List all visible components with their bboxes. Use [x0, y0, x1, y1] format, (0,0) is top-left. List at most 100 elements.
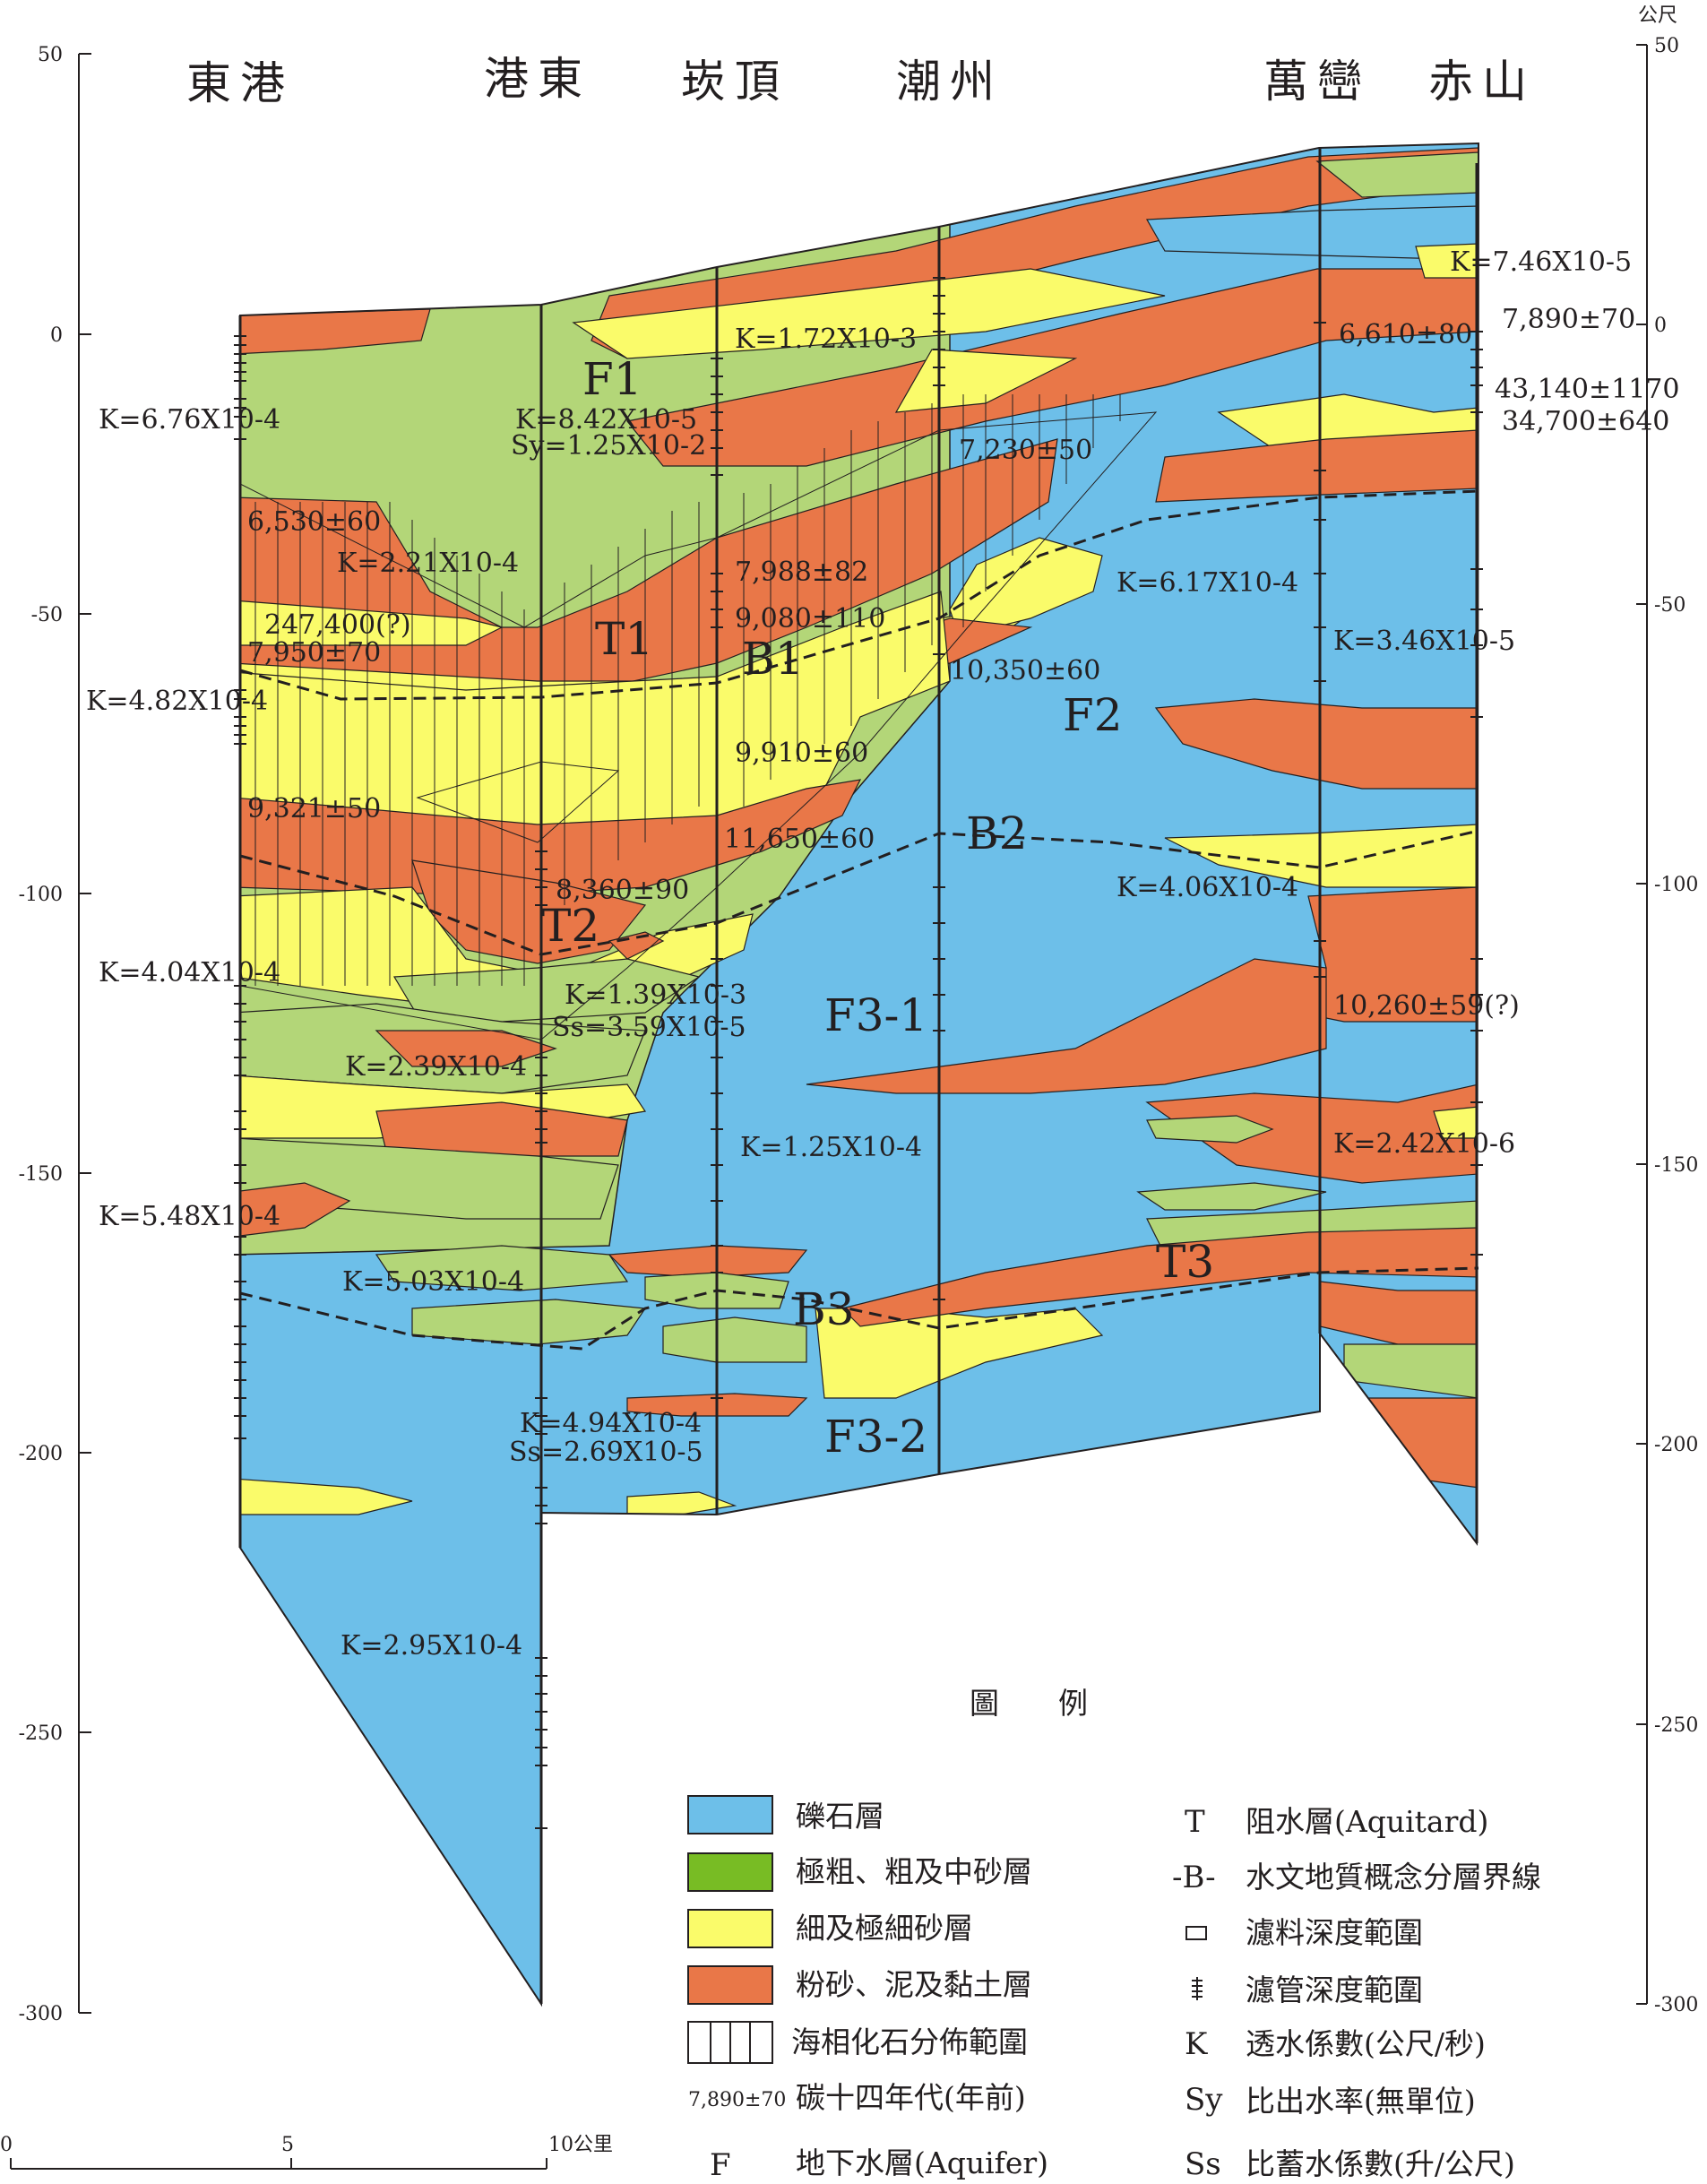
layer-labels: F1 F2 F3-1 F3-2 T1 T2 T3 B1 B2 B3 [541, 353, 1214, 1463]
fine-sand-lens [1433, 1106, 1479, 1139]
legend-c14-sample: 7,890±70 [688, 2089, 786, 2111]
k-value: K=3.46X10-5 [1333, 626, 1515, 657]
k-value: K=2.39X10-4 [345, 1051, 527, 1083]
well-names: 東港 港東 崁頂 潮州 萬巒 赤山 [186, 53, 1527, 109]
sand-lens [1136, 1182, 1327, 1211]
left-tick-label: -50 [31, 604, 63, 626]
c14-date: 247,400(?) [264, 609, 411, 641]
left-tick-label: -100 [19, 884, 63, 906]
layer-label-b2: B2 [966, 807, 1028, 859]
layer-label-f3-1: F3-1 [824, 989, 927, 1041]
layer-label-b1: B1 [742, 633, 804, 685]
well-name-donggang: 東港 [186, 57, 294, 109]
sand-band [375, 1245, 629, 1291]
legend-title: 圖 例 [970, 1686, 1088, 1721]
right-tick-label: 50 [1654, 35, 1679, 57]
layer-label-f1: F1 [582, 353, 642, 405]
scale-label: 10公里 [548, 2134, 613, 2156]
well-name-wanluan: 萬巒 [1263, 56, 1371, 108]
right-tick-label: -150 [1654, 1154, 1698, 1177]
clay-lens [375, 1030, 557, 1067]
scale-label: 0 [0, 2134, 13, 2156]
k-value: K=5.03X10-4 [342, 1266, 524, 1298]
c14-date: 7,230±50 [959, 435, 1092, 466]
k-value: K=2.42X10-6 [1333, 1128, 1515, 1160]
legend-symbol: K [1185, 2026, 1208, 2062]
left-tick-label: -300 [19, 2003, 63, 2025]
k-value: K=7.46X10-5 [1450, 246, 1632, 278]
layer-label-t1: T1 [595, 613, 653, 665]
legend-swatch-fine-sand [687, 1909, 773, 1948]
k-value: K=4.06X10-4 [1116, 872, 1298, 903]
left-tick-label: -200 [19, 1443, 63, 1465]
c14-date: 9,321±50 [247, 793, 381, 824]
right-tick-label: -100 [1654, 874, 1698, 896]
layer-label-t2: T2 [541, 900, 599, 952]
fine-sand-lens [949, 537, 1103, 637]
legend-symbol: F [710, 2147, 731, 2183]
sand-lens [1315, 151, 1479, 198]
legend-label: 濾料深度範圍 [1246, 1915, 1423, 1950]
left-axis-labels: 50 0 -50 -100 -150 -200 -250 -300 [19, 44, 63, 2025]
left-tick-label: 0 [50, 324, 63, 347]
legend: 圖 例 礫石層 極粗、粗及中砂層 細及極細砂層 粉砂、泥及黏土層 海相化石分佈範… [687, 1686, 1541, 2183]
layer-label-f2: F2 [1063, 689, 1123, 741]
sand-band [411, 1299, 647, 1345]
right-axis-labels: 公尺 50 0 -50 -100 -150 -200 -250 -300 [1638, 4, 1698, 2016]
c14-date: 6,610±80 [1339, 319, 1472, 350]
legend-label: 極粗、粗及中砂層 [796, 1854, 1032, 1889]
ss-value: Ss=2.69X10-5 [509, 1437, 703, 1468]
right-axis-unit: 公尺 [1638, 4, 1677, 27]
k-value: K=1.25X10-4 [740, 1132, 922, 1163]
legend-label: 比蓄水係數(升/公尺) [1246, 2146, 1515, 2181]
legend-label: 礫石層 [796, 1799, 884, 1834]
gravel-lens [1145, 205, 1479, 261]
k-value: K=4.94X10-4 [520, 1408, 702, 1439]
clay-lens [806, 958, 1327, 1094]
c14-date: 34,700±640 [1502, 406, 1669, 437]
sand-band [662, 1316, 807, 1363]
left-tick-label: -250 [19, 1722, 63, 1745]
legend-swatch-clay [687, 1965, 773, 2005]
sand-lens [1146, 1115, 1274, 1144]
c14-date: 11,650±60 [724, 824, 875, 855]
clay-lens [1154, 698, 1479, 790]
c14-date: 7,890±70 [1502, 304, 1635, 335]
well-name-kanding: 崁頂 [681, 56, 789, 108]
annotations: K=6.76X10-4 K=8.42X10-5 Sy=1.25X10-2 K=1… [86, 246, 1679, 1662]
right-tick-label: 0 [1654, 315, 1667, 337]
c14-date: 6,530±60 [247, 506, 381, 538]
legend-screen-symbol [1192, 1977, 1203, 2000]
legend-symbol: T [1185, 1804, 1205, 1840]
c14-date: 43,140±1170 [1495, 374, 1679, 405]
legend-label: 碳十四年代(年前) [796, 2080, 1026, 2115]
scale-label: 5 [281, 2134, 294, 2156]
c14-date: 7,950±70 [247, 637, 381, 669]
c14-date: 9,080±110 [735, 603, 885, 634]
k-value: K=1.39X10-3 [565, 980, 746, 1011]
k-value: K=4.82X10-4 [86, 686, 268, 717]
fine-sand-band [572, 268, 1166, 359]
legend-label: 阻水層(Aquitard) [1246, 1804, 1488, 1839]
legend-label: 地下水層(Aquifer) [796, 2145, 1048, 2180]
c14-date: 10,260±59(?) [1333, 990, 1520, 1022]
k-value: K=1.72X10-3 [735, 324, 917, 355]
legend-label: 海相化石分佈範圍 [791, 2024, 1028, 2059]
clay-lens [1145, 1083, 1479, 1184]
k-value: K=2.95X10-4 [341, 1630, 522, 1662]
screen-ticks [234, 277, 1483, 1829]
legend-label: 細及極細砂層 [796, 1911, 973, 1946]
k-value: K=6.17X10-4 [1116, 567, 1298, 599]
right-depth-axis [1636, 44, 1648, 2005]
legend-swatch-fossil [687, 2021, 773, 2064]
left-tick-label: 50 [38, 44, 63, 66]
k-value: K=5.48X10-4 [99, 1201, 280, 1232]
legend-symbol: Ss [1185, 2146, 1221, 2182]
right-tick-label: -300 [1654, 1994, 1698, 2016]
clay-lens [240, 1182, 351, 1238]
k-value: K=6.76X10-4 [99, 404, 280, 436]
left-tick-label: -150 [19, 1163, 63, 1186]
fine-sand-lens [1164, 824, 1479, 888]
well-name-chaozhou: 潮州 [896, 56, 1004, 108]
